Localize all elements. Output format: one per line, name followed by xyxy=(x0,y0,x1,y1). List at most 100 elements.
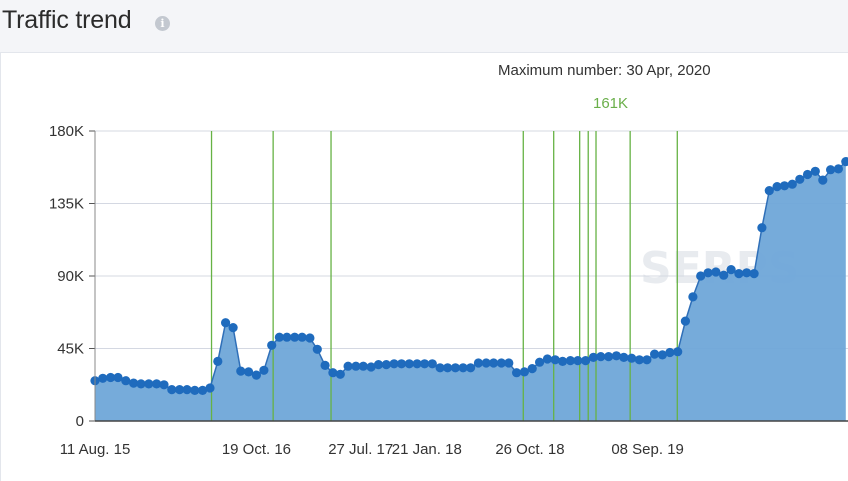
data-point xyxy=(634,355,645,365)
data-point xyxy=(703,268,713,278)
data-point xyxy=(244,367,254,377)
max-annotation-label: Maximum number: 30 Apr, 2020 xyxy=(498,62,711,79)
data-point xyxy=(404,359,414,369)
data-point xyxy=(764,186,774,196)
data-point xyxy=(833,164,844,174)
data-point xyxy=(749,269,759,279)
data-point xyxy=(320,360,330,370)
data-point xyxy=(328,368,338,378)
data-point xyxy=(558,356,568,366)
data-point xyxy=(420,359,430,369)
data-point xyxy=(711,267,721,277)
data-point xyxy=(305,333,315,343)
data-point xyxy=(251,370,261,380)
y-tick-label: 90K xyxy=(57,268,84,285)
data-point xyxy=(542,354,553,364)
data-point xyxy=(435,363,445,373)
data-point xyxy=(665,347,675,358)
x-tick-label: 26 Oct. 18 xyxy=(495,441,564,458)
data-point xyxy=(190,385,200,395)
data-point xyxy=(673,347,683,357)
y-tick-label: 135K xyxy=(49,196,84,213)
data-point xyxy=(696,271,706,281)
data-point xyxy=(282,332,292,342)
data-point xyxy=(351,361,361,371)
data-point xyxy=(167,385,177,395)
data-point xyxy=(473,358,483,368)
axes: 0 45K 90K 135K 180K 11 Aug. 15 19 Oct. 16 27 Ju… xyxy=(49,123,848,458)
max-annotation-value: 161K xyxy=(593,95,629,112)
data-point xyxy=(588,352,599,362)
data-point xyxy=(772,182,782,192)
data-point xyxy=(312,344,322,354)
data-point xyxy=(443,363,453,373)
area-fill xyxy=(95,161,846,421)
data-point xyxy=(358,361,368,371)
data-point xyxy=(802,169,813,180)
data-point xyxy=(627,353,637,363)
data-point xyxy=(412,359,422,369)
x-tick-label: 11 Aug. 15 xyxy=(60,441,131,458)
page-title: Traffic trend xyxy=(2,6,132,34)
data-point xyxy=(650,349,660,359)
data-point xyxy=(511,368,522,378)
data-point xyxy=(757,223,767,233)
y-tick-label: 45K xyxy=(57,341,84,358)
data-point xyxy=(826,165,836,175)
data-point xyxy=(259,365,269,375)
data-point xyxy=(113,372,123,383)
data-point xyxy=(719,270,729,280)
data-point xyxy=(274,332,284,342)
data-point xyxy=(290,332,300,342)
x-tick-label: 27 Jul. 17 xyxy=(328,441,393,458)
data-point xyxy=(106,372,116,383)
data-point xyxy=(236,366,246,376)
data-point xyxy=(466,363,476,373)
y-tick-label: 0 xyxy=(76,413,84,430)
data-point xyxy=(144,379,154,389)
header-bar: Traffic trend i xyxy=(0,0,848,52)
data-point xyxy=(504,358,514,368)
data-point xyxy=(596,352,606,362)
data-point xyxy=(221,318,231,328)
data-point xyxy=(573,356,583,366)
data-point xyxy=(688,292,698,302)
data-point xyxy=(795,174,805,184)
x-tick-label: 19 Oct. 16 xyxy=(222,441,291,458)
data-point xyxy=(228,323,238,333)
data-point xyxy=(373,360,384,370)
data-point xyxy=(680,316,691,326)
data-point xyxy=(657,350,668,360)
series-area xyxy=(95,161,846,421)
data-point xyxy=(205,383,215,393)
data-point xyxy=(604,352,614,362)
data-point xyxy=(267,340,277,350)
data-point xyxy=(297,332,307,342)
data-point xyxy=(450,363,460,373)
data-point xyxy=(98,373,108,383)
data-point xyxy=(198,385,208,395)
data-point xyxy=(565,356,576,366)
data-points xyxy=(90,157,848,395)
data-point xyxy=(396,359,407,369)
data-point xyxy=(159,380,169,390)
data-point xyxy=(779,181,790,191)
data-point xyxy=(550,355,560,365)
data-point xyxy=(726,265,736,275)
data-point xyxy=(182,385,192,395)
data-point xyxy=(389,359,399,369)
data-point xyxy=(129,378,139,388)
data-point xyxy=(175,385,185,395)
data-point xyxy=(527,364,537,374)
data-point xyxy=(121,376,131,386)
data-point xyxy=(458,363,468,373)
data-point xyxy=(642,355,652,365)
info-icon[interactable]: i xyxy=(155,16,170,31)
data-point xyxy=(213,356,223,366)
x-tick-label: 21 Jan. 18 xyxy=(392,441,462,458)
data-point xyxy=(619,352,629,362)
data-point xyxy=(481,358,491,368)
data-point xyxy=(841,157,848,167)
data-point xyxy=(489,358,499,368)
